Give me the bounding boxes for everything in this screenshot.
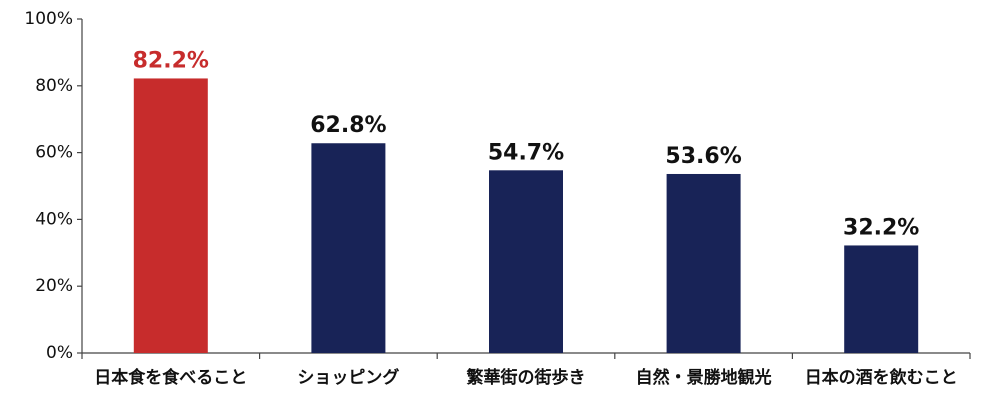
bar	[666, 173, 741, 353]
bar	[489, 170, 563, 353]
x-category-label: 自然・景勝地観光	[636, 367, 772, 388]
x-category-label: 日本の酒を飲むこと	[805, 367, 958, 388]
bar-value-label: 82.2%	[133, 48, 209, 73]
x-category-label: ショッピング	[297, 367, 399, 388]
y-tick-label: 60%	[35, 143, 73, 163]
bar	[311, 143, 386, 353]
bar	[133, 78, 208, 354]
bar-value-label: 54.7%	[488, 140, 564, 165]
bar-value-label: 32.2%	[843, 215, 919, 240]
y-tick-label: 20%	[35, 276, 73, 296]
y-tick-label: 80%	[35, 76, 73, 96]
bar-value-label: 62.8%	[310, 113, 386, 138]
x-category-label: 繁華街の街歩き	[466, 367, 586, 388]
y-axis-ticks: 0% 20% 40% 60% 80% 100%	[24, 9, 82, 363]
y-tick-label: 0%	[46, 343, 73, 363]
y-tick-label: 100%	[24, 9, 73, 29]
bars-group: 82.2% 62.8% 54.7% 53.6% 32.2%	[133, 48, 919, 354]
x-axis-ticks: 日本食を食べること ショッピング 繁華街の街歩き 自然・景勝地観光 日本の酒を飲むこと	[81, 353, 971, 388]
x-category-label: 日本食を食べること	[94, 367, 247, 388]
bar	[844, 245, 919, 353]
y-tick-label: 40%	[35, 209, 73, 229]
bar-value-label: 53.6%	[665, 144, 741, 169]
